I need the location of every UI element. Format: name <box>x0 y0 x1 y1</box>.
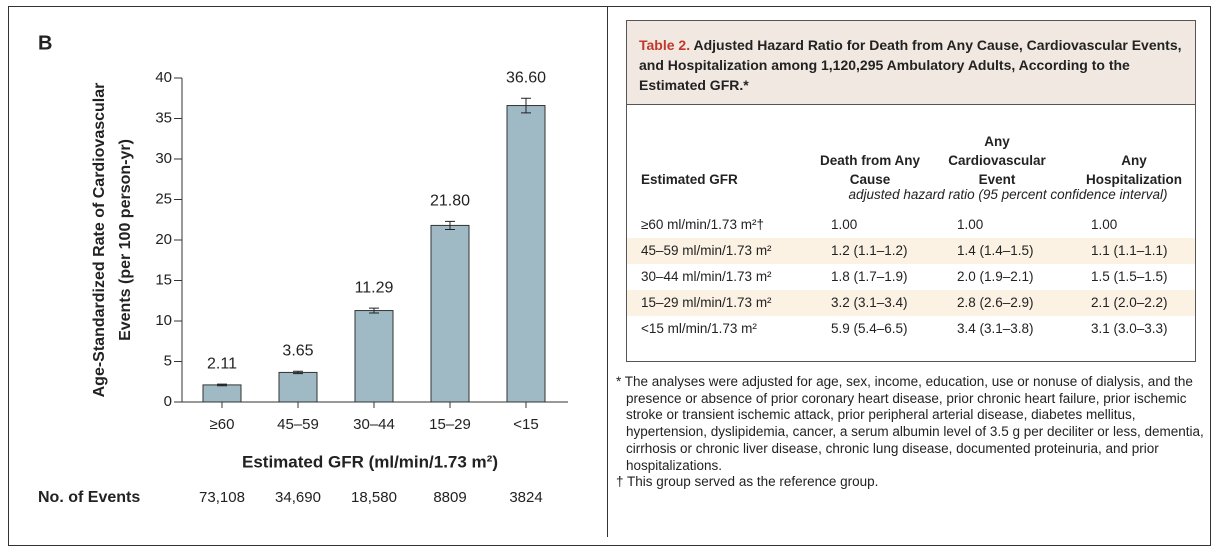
y-tick-label: 35 <box>155 109 172 126</box>
x-tick-label: 45–59 <box>277 416 319 433</box>
y-tick-label: 5 <box>164 352 172 369</box>
events-value: 18,580 <box>351 489 397 506</box>
error-bar <box>521 97 531 114</box>
value-label: 3.65 <box>282 342 313 359</box>
events-value: 34,690 <box>275 489 321 506</box>
table-cell: 2.1 (2.0–2.2) <box>1091 295 1168 310</box>
error-bar <box>369 307 379 314</box>
table-cell: 45–59 ml/min/1.73 m² <box>641 243 772 258</box>
column-header: Any Hospitalization <box>1085 153 1182 187</box>
y-tick-label: 0 <box>164 393 172 410</box>
table-header: Table 2. Adjusted Hazard Ratio for Death… <box>627 21 1195 105</box>
table-cell: 1.00 <box>1091 217 1118 232</box>
table-cell: <15 ml/min/1.73 m² <box>641 321 757 336</box>
table-cell: 1.8 (1.7–1.9) <box>831 269 908 284</box>
events-value: 8809 <box>433 489 466 506</box>
events-value: 3824 <box>509 489 542 506</box>
table-row: ≥60 ml/min/1.73 m²† 1.00 1.00 1.00 <box>627 212 1195 238</box>
y-tick-label: 25 <box>155 190 172 207</box>
error-bar <box>445 220 455 230</box>
x-tick-label: 30–44 <box>353 416 395 433</box>
table-cell: 1.00 <box>831 217 858 232</box>
table-row: 15–29 ml/min/1.73 m² 3.2 (3.1–3.4) 2.8 (2.… <box>627 290 1195 316</box>
y-tick-label: 10 <box>155 312 172 329</box>
table-cell: 1.1 (1.1–1.1) <box>1091 243 1168 258</box>
y-axis-label: Age-Standardized Rate of Cardiovascular <box>91 83 108 398</box>
table-row: <15 ml/min/1.73 m² 5.9 (5.4–6.5) 3.4 (3.1–… <box>627 316 1195 342</box>
bar <box>202 384 242 403</box>
x-axis-label: Estimated GFR (ml/min/1.73 m²) <box>242 452 498 471</box>
table-cell: 3.1 (3.0–3.3) <box>1091 321 1168 336</box>
table-label: Table 2. <box>639 37 691 53</box>
bar <box>430 224 470 403</box>
footnote: * The analyses were adjusted for age, se… <box>616 374 1204 473</box>
value-label: 2.11 <box>207 355 237 372</box>
table-row: 30–44 ml/min/1.73 m² 1.8 (1.7–1.9) 2.0 (1.… <box>627 264 1195 290</box>
error-bar <box>217 383 227 387</box>
y-axis-label: Events (per 100 person-yr) <box>117 139 134 341</box>
footnote: † This group served as the reference gro… <box>616 474 879 490</box>
value-label: 21.80 <box>430 193 470 210</box>
bar <box>506 105 546 403</box>
x-tick-label: <15 <box>513 416 538 433</box>
bar <box>278 371 318 403</box>
table-cell: ≥60 ml/min/1.73 m²† <box>641 217 764 232</box>
x-tick-label: ≥60 <box>210 416 235 433</box>
bar <box>354 310 394 403</box>
divider <box>607 6 608 537</box>
table-cell: 3.2 (3.1–3.4) <box>831 295 908 310</box>
panel-label: B <box>38 32 52 54</box>
table-cell: 2.0 (1.9–2.1) <box>957 269 1034 284</box>
chart: B Age-Standardized Rate of Cardiovascula… <box>38 32 568 506</box>
y-tick-label: 20 <box>155 231 172 248</box>
table-cell: 1.5 (1.5–1.5) <box>1091 269 1168 284</box>
y-tick-label: 30 <box>155 150 172 167</box>
unit-note: adjusted hazard ratio (95 percent confid… <box>848 187 1168 202</box>
value-label: 36.60 <box>506 69 546 86</box>
events-label: No. of Events <box>38 489 140 506</box>
error-bar <box>293 370 303 375</box>
table-cell: 3.4 (3.1–3.8) <box>957 321 1034 336</box>
table-cell: 5.9 (5.4–6.5) <box>831 321 908 336</box>
column-header: Any Cardiovascular Event <box>948 134 1046 187</box>
column-header: Estimated GFR <box>641 172 738 187</box>
table-cell: 1.4 (1.4–1.5) <box>957 243 1034 258</box>
table-cell: 30–44 ml/min/1.73 m² <box>641 269 772 284</box>
table-row: 45–59 ml/min/1.73 m² 1.2 (1.1–1.2) 1.4 (1.… <box>627 238 1195 264</box>
y-tick-label: 40 <box>155 69 172 86</box>
table-cell: 1.00 <box>957 217 984 232</box>
column-header: Death from Any Cause <box>820 153 921 187</box>
events-value: 73,108 <box>199 489 245 506</box>
footnotes: * The analyses were adjusted for age, se… <box>616 374 1206 491</box>
table-title: Adjusted Hazard Ratio for Death from Any… <box>639 37 1182 93</box>
y-tick-label: 15 <box>155 271 172 288</box>
table-cell: 2.8 (2.6–2.9) <box>957 295 1034 310</box>
table-cell: 1.2 (1.1–1.2) <box>831 243 908 258</box>
table: Table 2. Adjusted Hazard Ratio for Death… <box>626 20 1196 362</box>
x-tick-label: 15–29 <box>429 416 471 433</box>
value-label: 11.29 <box>355 279 394 296</box>
column-headers: Estimated GFR Death from Any Cause Any C… <box>627 117 1195 189</box>
table-cell: 15–29 ml/min/1.73 m² <box>641 295 772 310</box>
